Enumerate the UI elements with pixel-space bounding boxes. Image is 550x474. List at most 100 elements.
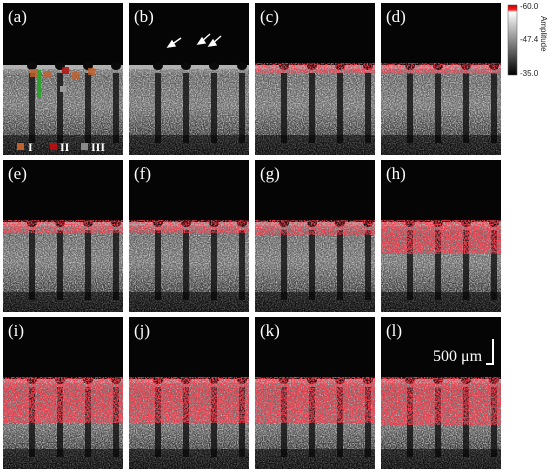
roi	[60, 86, 66, 92]
panel-label: (j)	[134, 321, 150, 340]
gap	[57, 73, 63, 143]
red-signal	[255, 220, 375, 235]
legend: I II III	[17, 140, 105, 154]
gap	[57, 230, 63, 300]
gap	[239, 230, 245, 300]
notch	[27, 62, 37, 70]
gap	[183, 230, 189, 300]
panel: (l)	[381, 317, 501, 469]
panel: (c)	[255, 3, 375, 155]
gap	[365, 73, 371, 143]
notch	[153, 62, 163, 70]
deep-fade	[381, 135, 501, 155]
panel: (d)	[381, 3, 501, 155]
legend-label: I	[28, 140, 33, 154]
panel-label: (k)	[260, 321, 280, 340]
gap	[281, 73, 287, 143]
gap	[29, 230, 35, 300]
panel: (f)	[129, 160, 249, 312]
arrow-head	[207, 38, 218, 47]
gap	[113, 73, 119, 143]
red-signal	[381, 377, 501, 425]
legend-swatch	[17, 143, 24, 150]
red-signal	[255, 377, 375, 423]
gap	[281, 230, 287, 300]
gap	[183, 73, 189, 143]
red-signal	[381, 220, 501, 254]
notch	[181, 62, 191, 70]
red-signal	[381, 63, 501, 74]
panels: (a) (b) (c) (d) (e) (f) (g) (h) (i) (j) (k) (l)	[3, 3, 501, 469]
gap	[211, 230, 217, 300]
gap	[29, 73, 35, 143]
red-signal	[255, 63, 375, 73]
gap	[309, 73, 315, 143]
deep-fade	[129, 449, 249, 469]
panel: (a)	[3, 3, 123, 155]
panel: (g)	[255, 160, 375, 312]
roi-line	[37, 70, 41, 98]
red-signal	[129, 377, 249, 423]
panel-label: (h)	[386, 164, 406, 183]
panel-label: (f)	[134, 164, 151, 183]
legend-label: II	[60, 140, 70, 154]
colorbar-label: -35.0	[520, 69, 539, 78]
gap	[211, 73, 217, 143]
deep-fade	[255, 135, 375, 155]
deep-fade	[129, 135, 249, 155]
panel: (e)	[3, 160, 123, 312]
roi-marks	[30, 67, 95, 98]
gap	[85, 73, 91, 143]
roi	[30, 69, 38, 77]
notch	[111, 62, 121, 70]
panel-label: (i)	[8, 321, 24, 340]
panel-label: (b)	[134, 7, 154, 26]
gap	[491, 73, 497, 143]
red-signal	[3, 220, 123, 233]
panel: (k)	[255, 317, 375, 469]
panel-label: (c)	[260, 7, 279, 26]
colorbar-bar	[507, 4, 518, 76]
deep-fade	[129, 292, 249, 312]
red-signal	[3, 377, 123, 423]
arrow-head	[196, 36, 207, 45]
roi	[72, 72, 79, 79]
colorbar-label: -60.0	[520, 2, 539, 11]
colorbar: -60.0 -47.4 -35.0 Amplitude	[507, 2, 548, 78]
arrow-head	[166, 39, 177, 48]
gap	[337, 73, 343, 143]
panel-label: (a)	[8, 7, 27, 26]
gap	[463, 230, 469, 300]
notch	[237, 62, 247, 70]
gap	[113, 230, 119, 300]
roi	[88, 68, 95, 75]
gap	[365, 230, 371, 300]
gap	[435, 73, 441, 143]
deep-fade	[255, 449, 375, 469]
gap	[85, 230, 91, 300]
panel: (i)	[3, 317, 123, 469]
panel-label: (l)	[386, 321, 402, 340]
gap	[435, 230, 441, 300]
gap	[491, 230, 497, 300]
legend-swatch	[50, 143, 57, 150]
panel: (j)	[129, 317, 249, 469]
deep-fade	[381, 449, 501, 469]
deep-fade	[3, 449, 123, 469]
gap	[155, 73, 161, 143]
panel-label: (g)	[260, 164, 280, 183]
roi	[44, 71, 51, 78]
gap	[309, 230, 315, 300]
colorbar-title: Amplitude	[539, 16, 548, 52]
scale-label: 500 μm	[433, 348, 483, 365]
legend-label: III	[91, 140, 105, 154]
gap	[155, 230, 161, 300]
deep-fade	[3, 135, 123, 155]
arrows	[166, 33, 222, 48]
gap	[463, 73, 469, 143]
red-signal	[129, 220, 249, 233]
gap	[407, 73, 413, 143]
colorbar-label: -47.4	[520, 35, 539, 44]
